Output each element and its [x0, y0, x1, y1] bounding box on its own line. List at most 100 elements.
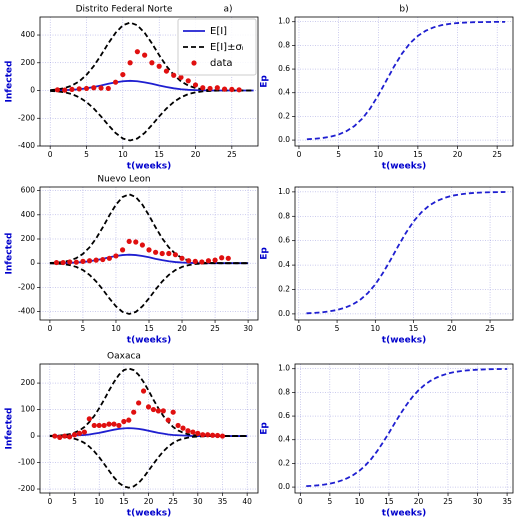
data-point	[145, 404, 152, 410]
y-axis-label: Infected	[5, 408, 15, 450]
data-point	[185, 428, 191, 434]
legend-label: E[I]	[210, 26, 227, 37]
data-point	[105, 85, 111, 92]
data-point	[156, 63, 162, 69]
data-point	[93, 257, 99, 263]
x-tick-label: 5	[335, 324, 340, 333]
x-tick-label: 25	[443, 497, 453, 506]
x-tick-label: 25	[168, 497, 178, 506]
y-tick-label: 0.8	[278, 211, 290, 220]
x-tick-label: 5	[72, 497, 77, 506]
y-tick-label: -100	[18, 458, 35, 467]
x-tick-label: 15	[409, 324, 419, 333]
line-series	[306, 191, 506, 315]
x-axis-label: t(weeks)	[127, 336, 171, 346]
data-point	[98, 85, 104, 91]
data-point	[116, 422, 122, 429]
data-point	[121, 418, 127, 425]
data-point	[205, 258, 212, 264]
x-tick-label: 25	[210, 324, 220, 333]
data-point	[214, 85, 220, 91]
data-point	[106, 255, 112, 261]
x-tick-label: 10	[371, 324, 381, 333]
plot-frame	[294, 16, 514, 147]
y-tick-label: 1.0	[278, 17, 290, 26]
data-point	[62, 433, 68, 439]
y-tick-label: -200	[18, 484, 35, 493]
y-tick-label: 0.2	[278, 111, 290, 120]
line-series	[49, 262, 249, 315]
data-point	[219, 433, 226, 439]
y-tick-label: 0	[30, 431, 35, 440]
data-point	[67, 259, 73, 265]
y-tick-label: 600	[21, 186, 36, 195]
data-point	[229, 86, 235, 93]
line-series	[306, 20, 506, 141]
data-point	[195, 430, 201, 437]
data-point	[83, 85, 90, 92]
data-point	[146, 247, 152, 253]
data-point	[150, 406, 157, 413]
line-series	[49, 367, 248, 437]
plot-frame	[39, 363, 259, 494]
data-point	[133, 239, 139, 245]
data-point	[205, 432, 211, 438]
x-tick-label: 20	[144, 497, 154, 506]
x-tick-label: 5	[81, 324, 86, 333]
plot-area	[295, 17, 513, 146]
data-point	[180, 425, 186, 431]
data-point	[163, 68, 170, 74]
data-point	[185, 78, 191, 84]
plot-frame	[294, 186, 514, 321]
line-series	[49, 193, 249, 265]
y-axis-label: Ep	[260, 247, 270, 260]
data-point	[160, 408, 166, 414]
data-point	[212, 257, 218, 263]
y-tick-label: -200	[18, 282, 35, 291]
y-tick-label: 0	[30, 86, 35, 95]
x-tick-label: 35	[218, 497, 228, 506]
data-point	[210, 432, 216, 438]
x-tick-label: 20	[453, 150, 463, 159]
data-point	[214, 432, 221, 439]
data-point	[165, 417, 171, 423]
data-point	[53, 259, 60, 266]
data-point	[81, 429, 87, 435]
subplot: 0 5 10 15 20 25 0.0 0.2 0.4 0.6 0.8 1.0 b) t(weeks) Ep	[260, 5, 514, 172]
data-point	[179, 255, 185, 261]
x-tick-label: 35	[502, 497, 512, 506]
y-tick-label: 400	[21, 30, 36, 39]
data-point	[136, 400, 142, 406]
x-tick-label: 5	[84, 150, 89, 159]
x-tick-label: 15	[144, 324, 154, 333]
x-tick-label: 5	[327, 497, 332, 506]
y-tick-label: 100	[21, 405, 36, 414]
data-point	[142, 52, 148, 58]
legend-label: data	[210, 58, 233, 69]
x-tick-label: 20	[191, 150, 201, 159]
data-point	[199, 259, 205, 265]
data-point	[166, 250, 172, 257]
data-point	[76, 86, 82, 92]
line-series	[50, 21, 254, 92]
y-tick-label: 0	[30, 258, 35, 267]
y-axis-label: Infected	[5, 61, 15, 103]
x-tick-label: 25	[485, 324, 495, 333]
y-tick-label: -400	[18, 307, 35, 316]
data-point	[71, 432, 78, 438]
data-point	[153, 249, 159, 255]
y-tick-label: 0.2	[278, 458, 290, 467]
data-point	[221, 86, 228, 92]
x-tick-label: 30	[473, 497, 483, 506]
data-point	[192, 82, 199, 88]
legend-box	[177, 18, 257, 76]
data-point	[120, 71, 126, 78]
y-tick-label: 0.4	[278, 260, 290, 269]
data-point	[200, 432, 206, 438]
data-point	[69, 86, 75, 93]
y-tick-label: -400	[18, 141, 35, 150]
line-series	[49, 435, 248, 489]
x-axis-label: t(weeks)	[127, 162, 171, 172]
plot-frame	[39, 186, 259, 321]
data-point	[86, 258, 93, 264]
